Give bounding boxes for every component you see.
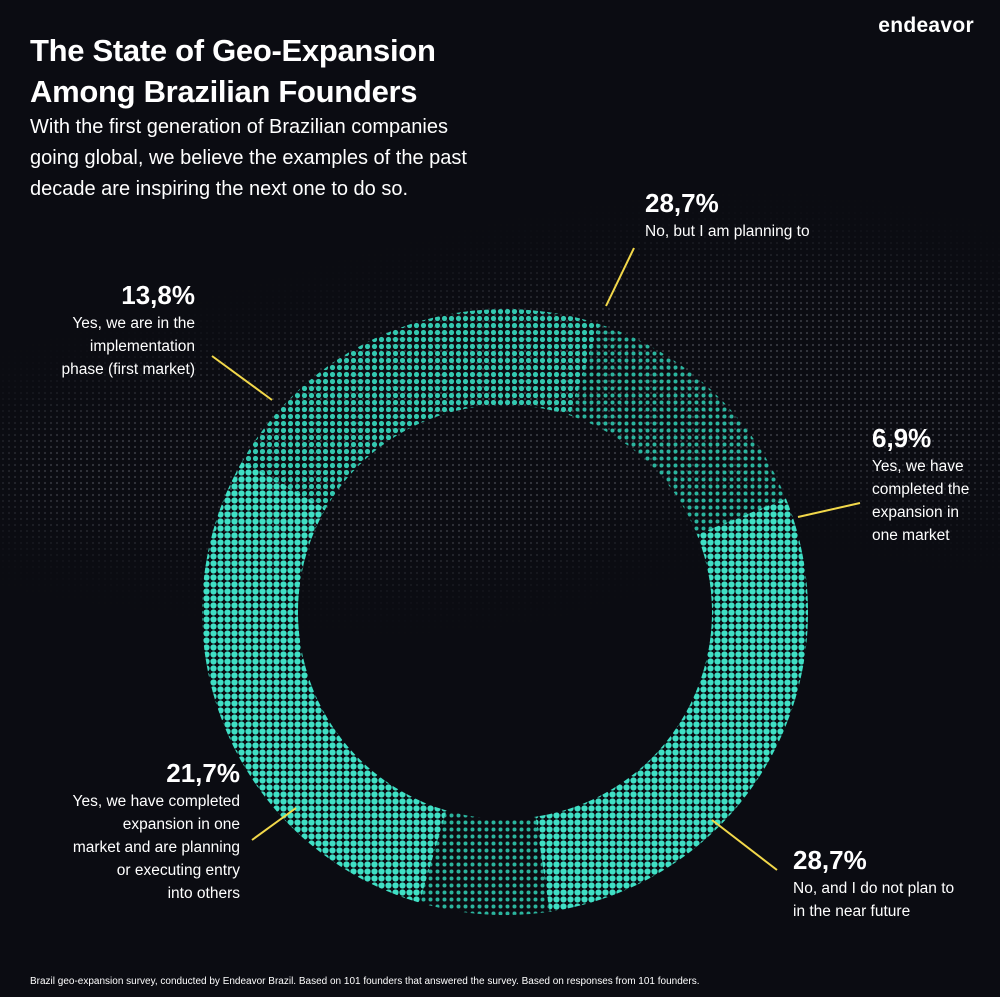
donut-slice-1 <box>535 498 808 912</box>
slice-description-line: or executing entry <box>117 862 240 879</box>
slice-percent-label-3: 28,7% <box>793 845 867 875</box>
slice-percent-label-2: 6,9% <box>872 423 931 453</box>
subtitle-line-1: With the first generation of Brazilian c… <box>30 116 448 138</box>
slice-description-1: No, but I am planning to <box>645 223 810 240</box>
slice-description-line: one market <box>872 527 950 544</box>
leader-line-3 <box>711 819 778 871</box>
slice-description-line: phase (first market) <box>61 361 195 378</box>
title-line-2: Among Brazilian Founders <box>30 74 418 109</box>
slice-description-line: expansion in one <box>123 816 240 833</box>
slice-description-line: Yes, we have completed <box>73 793 240 810</box>
donut-slice-2 <box>419 810 550 916</box>
leader-line-4 <box>251 807 297 841</box>
slice-description-line: market and are planning <box>73 839 240 856</box>
subtitle: With the first generation of Brazilian c… <box>30 112 570 205</box>
slice-description-line: Yes, we have <box>872 458 964 475</box>
leader-line-5 <box>211 355 273 401</box>
donut-slice-3 <box>202 460 447 903</box>
slice-percent-label-4: 21,7% <box>166 758 240 788</box>
slice-description-line: completed the <box>872 481 969 498</box>
slice-description-line: No, but I am planning to <box>645 223 810 240</box>
subtitle-line-3: decade are inspiring the next one to do … <box>30 178 409 200</box>
slice-description-line: expansion in <box>872 504 959 521</box>
slice-percent-label-5: 13,8% <box>121 280 195 310</box>
slice-description-line: in the near future <box>793 903 910 920</box>
slice-description-4: Yes, we have completed expansion in one ma… <box>73 793 241 902</box>
slice-description-line: into others <box>168 885 241 902</box>
slice-description-3: No, and I do not plan to in the near futu… <box>793 880 954 920</box>
slice-percent-label-1: 28,7% <box>645 188 719 218</box>
slice-description-line: Yes, we are in the <box>72 315 195 332</box>
title-line-1: The State of Geo-Expansion <box>30 33 436 68</box>
page-title: The State of Geo-Expansion Among Brazili… <box>30 30 590 112</box>
leader-line-1 <box>605 247 635 307</box>
slice-description-line: No, and I do not plan to <box>793 880 954 897</box>
donut-slice-4 <box>242 308 600 509</box>
footnote: Brazil geo-expansion survey, conducted b… <box>30 976 700 987</box>
donut-slice-5 <box>569 324 786 535</box>
endeavor-logo: endeavor <box>878 14 974 37</box>
slice-description-2: Yes, we have completed the expansion in one… <box>872 458 969 544</box>
slice-description-line: implementation <box>90 338 195 355</box>
slice-description-5: Yes, we are in the implementation phase (f… <box>61 315 195 378</box>
subtitle-line-2: going global, we believe the examples of… <box>30 147 467 169</box>
leader-line-2 <box>797 502 861 518</box>
